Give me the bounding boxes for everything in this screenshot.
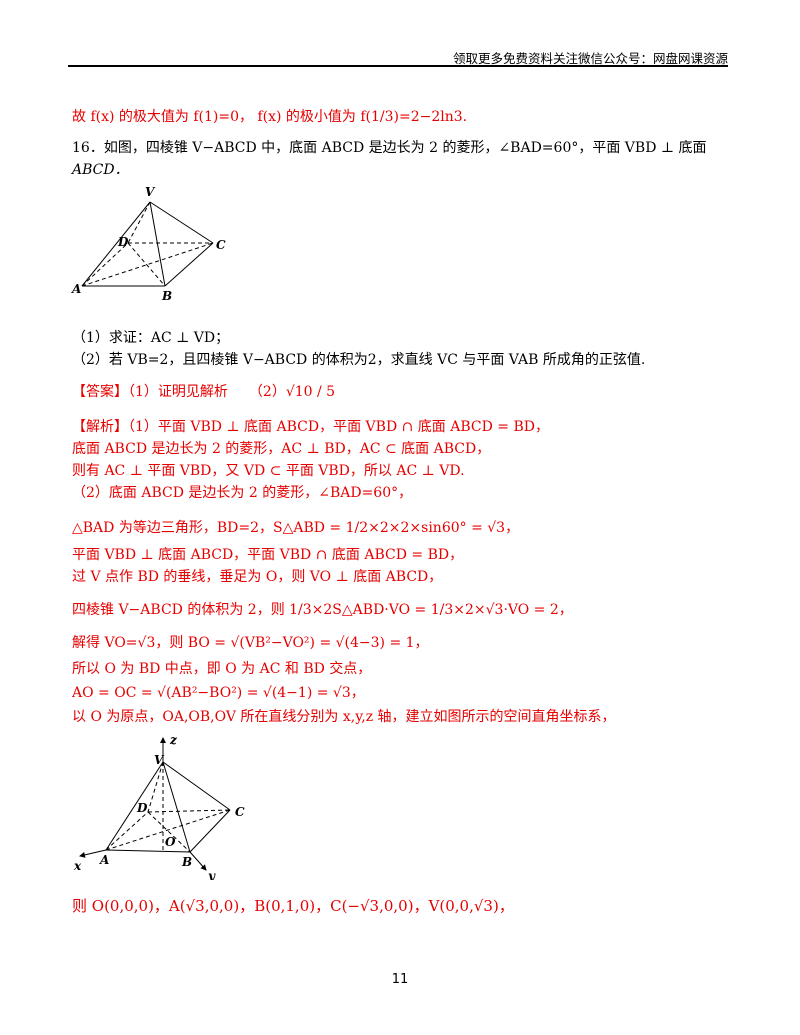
coordinate-figure: z V D C O x A B y <box>73 733 245 880</box>
line-conclusion: 故 f(x) 的极大值为 f(1)=0， f(x) 的极小值为 f(1/3)=2… <box>72 109 468 125</box>
solution-line-9: 解得 VO=√3，则 BO = √(VB²−VO²) = √(4−3) = 1， <box>72 635 429 651</box>
question-2: （2）若 VB=2，且四棱锥 V−ABCD 的体积为2，求直线 VC 与平面 V… <box>72 352 646 368</box>
fig2-label-z: z <box>169 733 178 747</box>
solution-line-13: 则 O(0,0,0)，A(√3,0,0)，B(0,1,0)，C(−√3,0,0)… <box>72 897 514 915</box>
pyramid-figure: V D C A B <box>71 185 226 303</box>
solution-line-4: （2）底面 ABCD 是边长为 2 的菱形，∠BAD=60°， <box>72 485 413 501</box>
solution-line-7: 过 V 点作 BD 的垂线，垂足为 O，则 VO ⊥ 底面 ABCD， <box>72 569 443 585</box>
header-rule <box>68 65 728 67</box>
fig1-label-c: C <box>216 238 226 252</box>
fig2-label-a: A <box>99 853 109 867</box>
solution-line-5: △BAD 为等边三角形，BD=2，S△ABD = 1/2×2×2×sin60° … <box>72 520 520 536</box>
question-1: （1）求证：AC ⊥ VD； <box>72 330 230 346</box>
fig2-label-d: D <box>136 801 148 815</box>
solution-line-11: AO = OC = √(AB²−BO²) = √(4−1) = √3， <box>72 685 365 701</box>
fig1-label-d: D <box>117 235 129 249</box>
fig2-label-x: x <box>73 859 82 873</box>
page-number: 11 <box>391 972 409 987</box>
solution-line-2: 底面 ABCD 是边长为 2 的菱形，AC ⊥ BD，AC ⊂ 底面 ABCD， <box>72 441 491 457</box>
problem-statement: 16．如图，四棱锥 V−ABCD 中，底面 ABCD 是边长为 2 的菱形，∠B… <box>72 140 707 156</box>
fig1-label-v: V <box>145 185 156 199</box>
solution-line-12: 以 O 为原点，OA,OB,OV 所在直线分别为 x,y,z 轴，建立如图所示的… <box>72 709 616 725</box>
solution-line-10: 所以 O 为 BD 中点，即 O 为 AC 和 BD 交点， <box>72 661 372 677</box>
fig2-label-b: B <box>181 855 192 869</box>
fig1-label-a: A <box>71 282 81 296</box>
solution-line-6: 平面 VBD ⊥ 底面 ABCD，平面 VBD ∩ 底面 ABCD = BD， <box>72 547 464 563</box>
header-text: 领取更多免费资料关注微信公众号：网盘网课资源 <box>452 51 728 66</box>
fig2-label-c: C <box>235 805 245 819</box>
fig2-label-o: O <box>165 835 176 849</box>
solution-line-3: 则有 AC ⊥ 平面 VBD，又 VD ⊂ 平面 VBD，所以 AC ⊥ VD. <box>72 463 465 479</box>
problem-statement-cont: ABCD． <box>72 162 129 178</box>
fig2-label-y: y <box>207 869 216 880</box>
fig2-label-v: V <box>154 753 165 767</box>
solution-line-1: 【解析】（1）平面 VBD ⊥ 底面 ABCD，平面 VBD ∩ 底面 ABCD… <box>72 419 549 435</box>
answer-line: 【答案】（1）证明见解析 （2）√10 / 5 <box>72 384 336 400</box>
fig1-label-b: B <box>161 289 172 303</box>
solution-line-8: 四棱锥 V−ABCD 的体积为 2，则 1/3×2S△ABD·VO = 1/3×… <box>72 602 573 618</box>
